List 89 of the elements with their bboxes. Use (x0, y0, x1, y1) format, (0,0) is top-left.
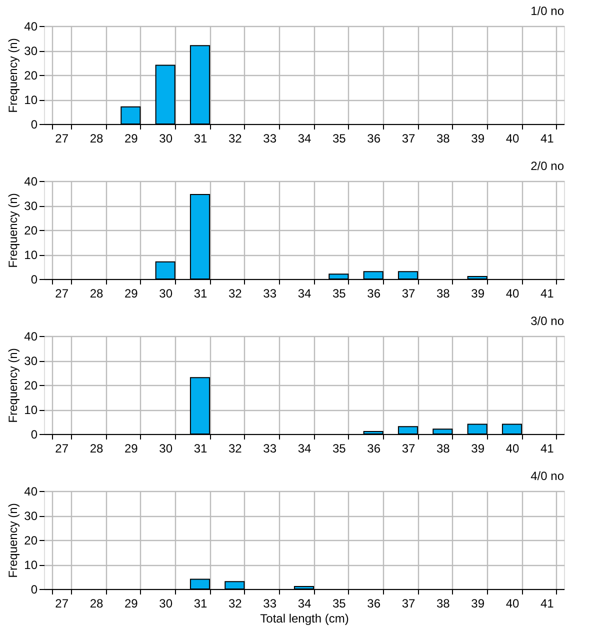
x-tick-label: 29 (124, 132, 138, 146)
y-tick-label: 30 (24, 199, 38, 213)
x-tick-label: 36 (367, 442, 381, 456)
x-tick-label: 39 (471, 596, 485, 610)
y-axis-title: Frequency (n) (6, 348, 20, 423)
x-tick-label: 40 (506, 286, 520, 300)
x-tick-label: 40 (506, 442, 520, 456)
y-tick-label: 30 (24, 44, 38, 58)
x-tick-label: 31 (194, 596, 208, 610)
x-tick-label: 30 (159, 442, 173, 456)
y-tick-label: 40 (24, 174, 38, 188)
x-tick-label: 30 (159, 286, 173, 300)
x-tick-label: 31 (194, 442, 208, 456)
x-axis-title: Total length (cm) (260, 612, 349, 626)
x-tick-label: 32 (228, 596, 242, 610)
x-tick-label: 29 (124, 286, 138, 300)
x-tick-label: 38 (436, 442, 450, 456)
x-tick-label: 34 (298, 132, 312, 146)
chart-title: 3/0 no (530, 314, 564, 328)
x-tick-label: 38 (436, 132, 450, 146)
y-tick-label: 10 (24, 248, 38, 262)
x-tick-label: 37 (402, 286, 416, 300)
y-tick-label: 20 (24, 534, 38, 548)
x-tick-label: 41 (540, 596, 554, 610)
chart-title: 1/0 no (530, 4, 564, 18)
x-tick-label: 32 (228, 132, 242, 146)
x-tick-label: 35 (332, 596, 346, 610)
y-tick-label: 0 (30, 118, 38, 132)
y-axis-title: Frequency (n) (6, 193, 20, 268)
x-tick-label: 41 (540, 286, 554, 300)
x-tick-label: 28 (90, 442, 104, 456)
x-tick-label: 35 (332, 132, 346, 146)
x-tick-label: 41 (540, 132, 554, 146)
x-tick-label: 34 (298, 442, 312, 456)
y-tick-label: 20 (24, 224, 38, 238)
y-tick-label: 30 (24, 509, 38, 523)
chart-title: 4/0 no (530, 469, 564, 483)
x-tick-label: 39 (471, 132, 485, 146)
y-tick-label: 0 (30, 582, 38, 596)
x-tick-label: 29 (124, 596, 138, 610)
x-tick-label: 37 (402, 132, 416, 146)
y-tick-label: 0 (30, 428, 38, 442)
x-tick-label: 35 (332, 442, 346, 456)
x-tick-label: 34 (298, 596, 312, 610)
x-tick-label: 36 (367, 286, 381, 300)
x-tick-label: 32 (228, 286, 242, 300)
x-tick-label: 37 (402, 442, 416, 456)
y-axis-title: Frequency (n) (6, 503, 20, 578)
x-tick-label: 37 (402, 596, 416, 610)
y-tick-label: 10 (24, 403, 38, 417)
x-tick-label: 30 (159, 596, 173, 610)
x-tick-label: 36 (367, 596, 381, 610)
x-tick-label: 38 (436, 286, 450, 300)
x-tick-label: 27 (55, 132, 69, 146)
x-tick-label: 30 (159, 132, 173, 146)
y-tick-label: 40 (24, 20, 38, 34)
x-tick-label: 32 (228, 442, 242, 456)
x-tick-label: 38 (436, 596, 450, 610)
x-tick-label: 33 (263, 442, 277, 456)
x-tick-label: 31 (194, 132, 208, 146)
x-tick-label: 28 (90, 286, 104, 300)
chart-title: 2/0 no (530, 159, 564, 173)
y-tick-label: 0 (30, 272, 38, 286)
x-tick-label: 27 (55, 286, 69, 300)
y-tick-label: 20 (24, 68, 38, 82)
x-tick-label: 39 (471, 286, 485, 300)
x-tick-label: 28 (90, 132, 104, 146)
x-tick-label: 33 (263, 132, 277, 146)
x-tick-label: 40 (506, 132, 520, 146)
y-tick-label: 30 (24, 354, 38, 368)
y-tick-label: 20 (24, 378, 38, 392)
x-tick-label: 28 (90, 596, 104, 610)
y-tick-label: 40 (24, 484, 38, 498)
x-tick-label: 40 (506, 596, 520, 610)
x-tick-label: 35 (332, 286, 346, 300)
x-tick-label: 27 (55, 596, 69, 610)
y-tick-label: 10 (24, 93, 38, 107)
x-tick-label: 27 (55, 442, 69, 456)
x-tick-label: 33 (263, 596, 277, 610)
y-tick-label: 40 (24, 330, 38, 344)
y-tick-label: 10 (24, 558, 38, 572)
x-tick-label: 33 (263, 286, 277, 300)
x-tick-label: 34 (298, 286, 312, 300)
x-tick-label: 36 (367, 132, 381, 146)
x-tick-label: 29 (124, 442, 138, 456)
y-axis-title: Frequency (n) (6, 38, 20, 113)
x-tick-label: 41 (540, 442, 554, 456)
x-tick-label: 31 (194, 286, 208, 300)
x-tick-label: 39 (471, 442, 485, 456)
